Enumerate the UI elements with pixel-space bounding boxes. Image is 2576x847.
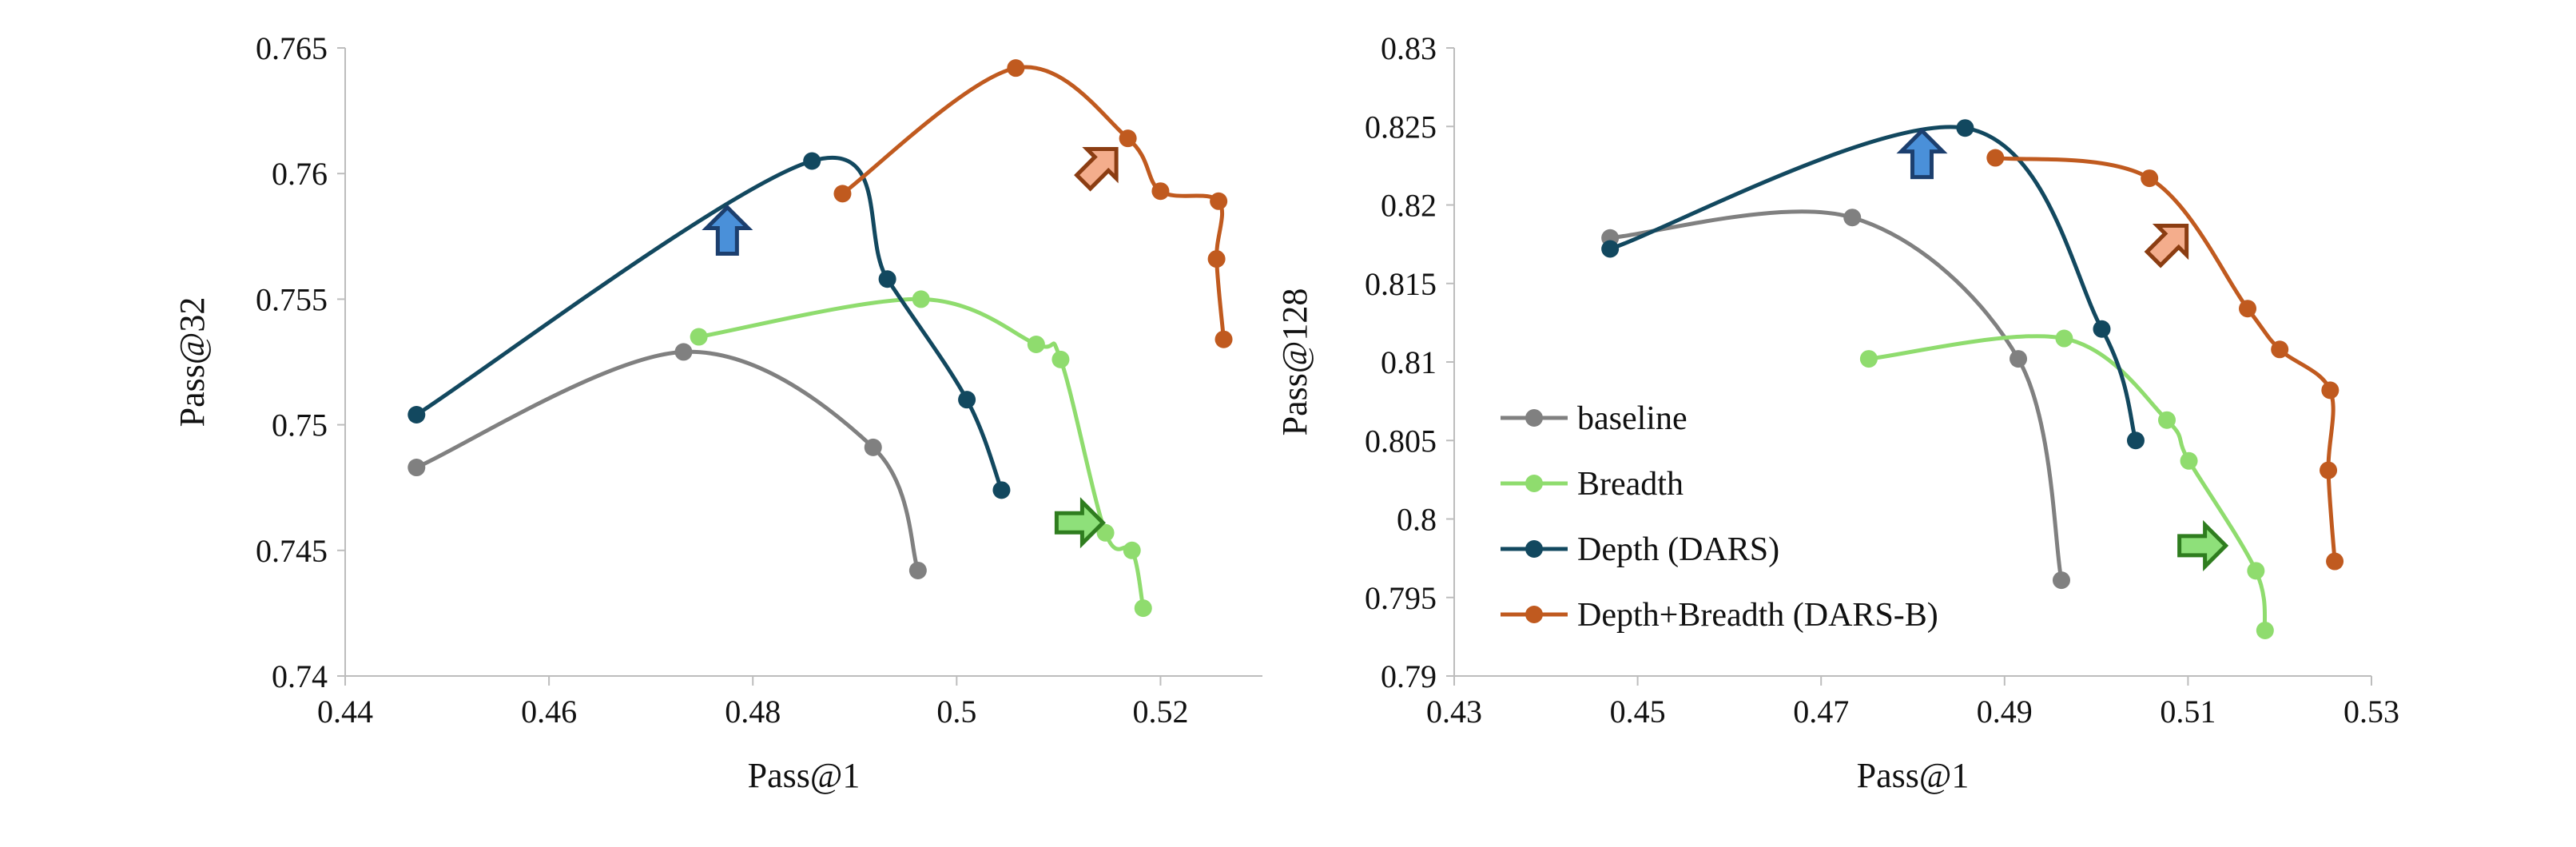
left-chart: 0.74 0.745 0.75 0.755 0.76 0.765 0.44 0.46 0.48 0… xyxy=(173,30,1262,795)
data-point-breadth xyxy=(1096,523,1115,542)
data-point-depth-dars xyxy=(958,391,976,409)
legend-label: Depth+Breadth (DARS-B) xyxy=(1577,597,1938,634)
data-point-breadth xyxy=(1051,350,1070,368)
data-point-depth-dars xyxy=(1956,119,1974,137)
data-point-depth-breadth-dars-b xyxy=(2141,169,2159,188)
data-point-breadth xyxy=(2055,329,2073,348)
data-point-breadth xyxy=(1134,599,1152,618)
y-tick-label: 0.745 xyxy=(256,533,328,569)
y-tick-label: 0.795 xyxy=(1365,580,1437,616)
x-tick-label: 0.51 xyxy=(2160,694,2216,730)
data-point-breadth xyxy=(2157,411,2176,429)
x-tick-label: 0.52 xyxy=(1132,694,1188,730)
legend-marker xyxy=(1525,606,1543,623)
legend-label: Breadth xyxy=(1577,466,1684,503)
x-tick-label: 0.49 xyxy=(1977,694,2033,730)
x-tick-label: 0.48 xyxy=(725,694,781,730)
data-point-baseline xyxy=(908,561,927,579)
data-point-baseline xyxy=(2010,350,2028,368)
y-axis-label: Pass@128 xyxy=(1275,288,1314,436)
data-point-breadth xyxy=(690,328,708,346)
data-point-baseline xyxy=(2052,571,2070,590)
legend-label: baseline xyxy=(1577,400,1688,437)
up-right-arrow-icon xyxy=(1074,147,1119,192)
y-tick-label: 0.76 xyxy=(272,156,328,192)
data-point-depth-breadth-dars-b xyxy=(2326,552,2344,571)
y-tick-label: 0.81 xyxy=(1381,344,1437,380)
y-tick-label: 0.815 xyxy=(1365,266,1437,302)
y-tick-label: 0.79 xyxy=(1381,658,1437,694)
series-line-depth-breadth-dars-b xyxy=(1993,156,2337,564)
data-point-baseline xyxy=(864,438,882,456)
data-point-depth-breadth-dars-b xyxy=(2271,340,2289,359)
data-point-depth-dars xyxy=(992,481,1011,499)
data-point-depth-dars xyxy=(1601,240,1620,258)
data-point-baseline xyxy=(1843,209,1862,227)
legend-marker xyxy=(1525,540,1543,558)
legend: baseline Breadth Depth (DARS) Depth+Breadth… xyxy=(1501,400,1938,634)
data-point-breadth xyxy=(912,290,930,308)
data-point-depth-dars xyxy=(803,152,821,170)
y-tick-label: 0.82 xyxy=(1381,188,1437,224)
data-point-breadth xyxy=(1859,350,1878,368)
x-axis-label: Pass@1 xyxy=(748,756,861,795)
data-point-depth-breadth-dars-b xyxy=(2239,300,2257,318)
x-tick-label: 0.5 xyxy=(936,694,976,730)
series-line-depth-dars xyxy=(414,155,1004,492)
right-chart: 0.79 0.795 0.8 0.805 0.81 0.815 0.82 0.825 0.83 0… xyxy=(1275,30,2399,795)
data-point-depth-breadth-dars-b xyxy=(1119,129,1137,148)
y-axis-label: Pass@32 xyxy=(173,297,212,427)
series-line-baseline xyxy=(1608,209,2064,583)
data-point-depth-dars xyxy=(407,406,426,424)
right-arrow-icon xyxy=(1054,497,1106,549)
data-point-breadth xyxy=(2247,562,2265,580)
data-point-breadth xyxy=(2180,451,2198,470)
up-arrow-icon xyxy=(702,204,753,256)
legend-marker xyxy=(1525,409,1543,427)
y-tick-label: 0.83 xyxy=(1381,30,1437,66)
up-arrow-icon xyxy=(1896,128,1948,180)
data-point-depth-breadth-dars-b xyxy=(833,185,852,203)
y-tick-label: 0.825 xyxy=(1365,109,1437,145)
x-tick-label: 0.43 xyxy=(1426,694,1482,730)
legend-label: Depth (DARS) xyxy=(1577,531,1779,568)
data-point-depth-breadth-dars-b xyxy=(2321,381,2339,400)
data-point-depth-dars xyxy=(878,270,896,288)
data-point-depth-breadth-dars-b xyxy=(2320,461,2338,479)
y-tick-label: 0.755 xyxy=(256,281,328,317)
x-tick-label: 0.46 xyxy=(521,694,577,730)
data-point-depth-breadth-dars-b xyxy=(1207,250,1226,268)
y-tick-label: 0.765 xyxy=(256,30,328,66)
series-line-baseline xyxy=(414,349,920,573)
x-tick-label: 0.47 xyxy=(1793,694,1849,730)
y-tick-label: 0.805 xyxy=(1365,423,1437,459)
y-tick-label: 0.8 xyxy=(1397,502,1437,538)
data-point-baseline xyxy=(407,459,426,477)
x-axis-label: Pass@1 xyxy=(1857,756,1970,795)
data-point-depth-breadth-dars-b xyxy=(1151,182,1170,201)
y-tick-label: 0.74 xyxy=(272,658,328,694)
data-point-breadth xyxy=(1123,541,1141,559)
data-point-breadth xyxy=(1027,335,1045,353)
data-point-breadth xyxy=(2256,622,2274,640)
x-tick-label: 0.53 xyxy=(2343,694,2399,730)
data-point-depth-dars xyxy=(2093,320,2111,338)
data-point-baseline xyxy=(674,343,693,361)
data-point-depth-dars xyxy=(2126,431,2145,450)
data-point-depth-breadth-dars-b xyxy=(1210,192,1228,210)
data-point-depth-breadth-dars-b xyxy=(1214,330,1233,348)
x-tick-label: 0.45 xyxy=(1610,694,1666,730)
data-point-depth-breadth-dars-b xyxy=(1986,149,2005,167)
series-line-breadth xyxy=(697,296,1146,610)
x-tick-label: 0.44 xyxy=(317,694,373,730)
right-arrow-icon xyxy=(2177,519,2229,571)
up-right-arrow-icon xyxy=(2144,223,2189,268)
y-tick-label: 0.75 xyxy=(272,408,328,443)
series-line-depth-dars xyxy=(1608,125,2138,443)
data-point-depth-breadth-dars-b xyxy=(1007,59,1025,78)
legend-marker xyxy=(1525,475,1543,492)
